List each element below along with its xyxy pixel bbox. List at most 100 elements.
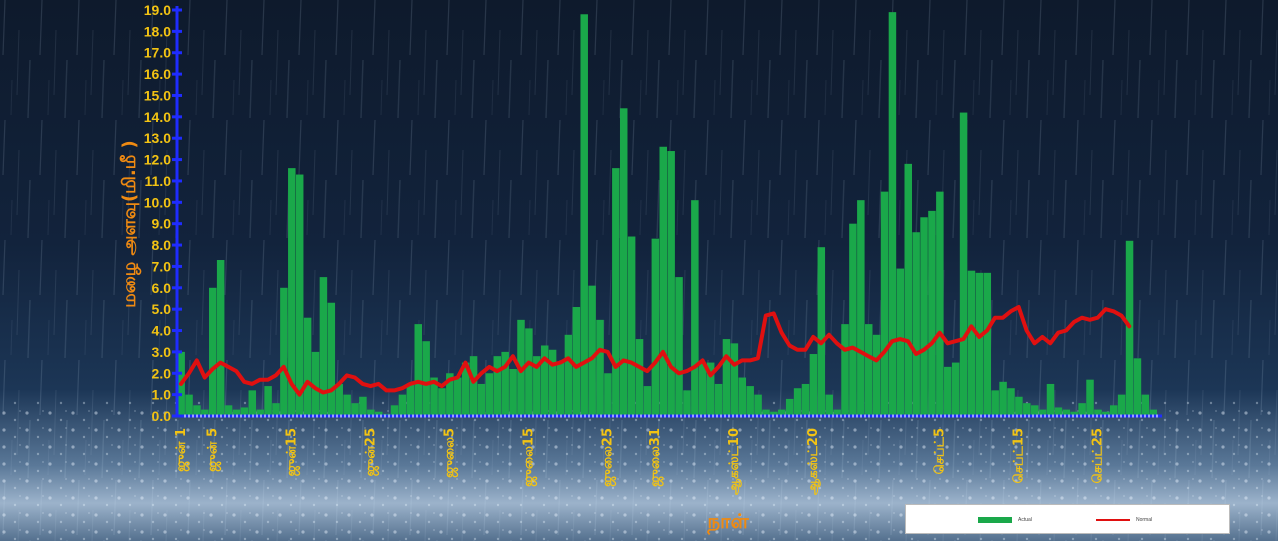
actual-bar <box>659 146 667 416</box>
y-tick-label: 17.0 <box>144 45 171 61</box>
x-axis-dot <box>332 414 334 418</box>
x-axis-dot <box>1084 414 1086 418</box>
x-tick-label: ஜுலை25 <box>601 428 617 487</box>
actual-bar <box>1078 403 1086 416</box>
x-axis-dot <box>376 414 378 418</box>
actual-bar <box>533 356 541 416</box>
x-axis-dot <box>800 414 802 418</box>
x-axis-dot <box>284 414 286 418</box>
x-axis-dot <box>200 414 202 418</box>
legend-label-normal: Normal <box>1136 517 1153 523</box>
x-axis-dot <box>264 414 266 418</box>
x-tick-label: ஜுலை5 <box>443 428 459 478</box>
x-axis-dot <box>420 414 422 418</box>
x-axis-dot <box>316 414 318 418</box>
x-axis-dot <box>560 414 562 418</box>
y-tick-label: 16.0 <box>144 66 171 82</box>
actual-bar <box>778 409 786 416</box>
actual-bar <box>564 334 573 416</box>
actual-bar <box>406 383 415 416</box>
x-axis-dot <box>912 414 914 418</box>
actual-bar <box>999 381 1007 416</box>
x-axis-dot <box>276 414 278 418</box>
actual-bar <box>295 174 304 416</box>
x-axis-dot <box>428 414 430 418</box>
x-axis-dot <box>808 414 810 418</box>
x-axis-dot <box>852 414 854 418</box>
x-axis-title: நாள் <box>706 509 749 535</box>
actual-bar <box>264 386 272 416</box>
x-axis-dot <box>884 414 886 418</box>
x-axis-dot <box>1020 414 1022 418</box>
x-axis-dot <box>924 414 926 418</box>
x-axis-dot <box>688 414 690 418</box>
x-axis-dot <box>1108 414 1110 418</box>
x-axis-dot <box>896 414 898 418</box>
x-axis-dot <box>1064 414 1066 418</box>
x-axis-dot <box>240 414 242 418</box>
actual-bar <box>303 317 312 416</box>
x-axis-dot <box>1152 414 1154 418</box>
actual-bar <box>991 390 999 416</box>
actual-bar <box>469 356 478 416</box>
actual-bar <box>525 328 533 416</box>
x-axis-dot <box>732 414 734 418</box>
actual-bar <box>248 390 257 416</box>
x-axis-dot <box>1120 414 1122 418</box>
actual-bar <box>201 409 209 416</box>
x-axis-dot <box>512 414 514 418</box>
x-axis-dot <box>556 414 558 418</box>
x-axis-dot <box>528 414 530 418</box>
legend-item-normal: Normal <box>1096 515 1152 525</box>
x-axis-dot <box>368 414 370 418</box>
x-axis-dot <box>480 414 482 418</box>
x-axis-dot <box>492 414 494 418</box>
x-axis-dot <box>232 414 234 418</box>
x-axis-dot <box>636 414 638 418</box>
actual-bar <box>1015 396 1023 416</box>
x-axis-dot <box>716 414 718 418</box>
actual-bar <box>580 14 588 417</box>
x-axis-dot <box>840 414 842 418</box>
x-axis-dot <box>928 414 930 418</box>
x-axis-dot <box>424 414 426 418</box>
actual-bar <box>675 277 683 416</box>
y-tick-label: 4.0 <box>152 323 172 339</box>
actual-bar <box>232 409 241 416</box>
x-axis-dot <box>1096 414 1098 418</box>
x-axis-dot <box>736 414 738 418</box>
actual-bar <box>1125 240 1134 416</box>
actual-bar <box>319 277 328 416</box>
x-axis-dot <box>760 414 762 418</box>
actual-bar <box>374 411 383 416</box>
actual-bar <box>485 373 494 416</box>
x-axis-dot <box>712 414 714 418</box>
actual-bar <box>272 403 280 416</box>
x-axis-dot <box>392 414 394 418</box>
actual-bar <box>604 373 612 416</box>
y-tick-label: 19.0 <box>144 2 171 18</box>
y-tick-label: 7.0 <box>152 258 172 274</box>
x-axis-dot <box>364 414 366 418</box>
x-axis-dot <box>680 414 682 418</box>
actual-bar <box>872 334 881 416</box>
actual-bar <box>240 407 249 416</box>
x-axis-dot <box>872 414 874 418</box>
actual-bar <box>596 319 604 416</box>
x-axis-dot <box>1040 414 1042 418</box>
actual-bar <box>833 409 841 416</box>
actual-bar <box>627 236 636 416</box>
x-axis-dot <box>628 414 630 418</box>
x-axis-dot <box>344 414 346 418</box>
x-axis-dot <box>404 414 406 418</box>
x-axis-dot <box>752 414 754 418</box>
x-axis-dot <box>804 414 806 418</box>
x-axis-dot <box>1092 414 1094 418</box>
x-axis-dot <box>876 414 878 418</box>
actual-bar <box>493 356 502 416</box>
y-tick-label: 12.0 <box>144 152 171 168</box>
actual-bar <box>904 163 912 416</box>
y-tick-label: 1.0 <box>152 387 172 403</box>
x-axis-dot <box>432 414 434 418</box>
x-axis-dot <box>664 414 666 418</box>
